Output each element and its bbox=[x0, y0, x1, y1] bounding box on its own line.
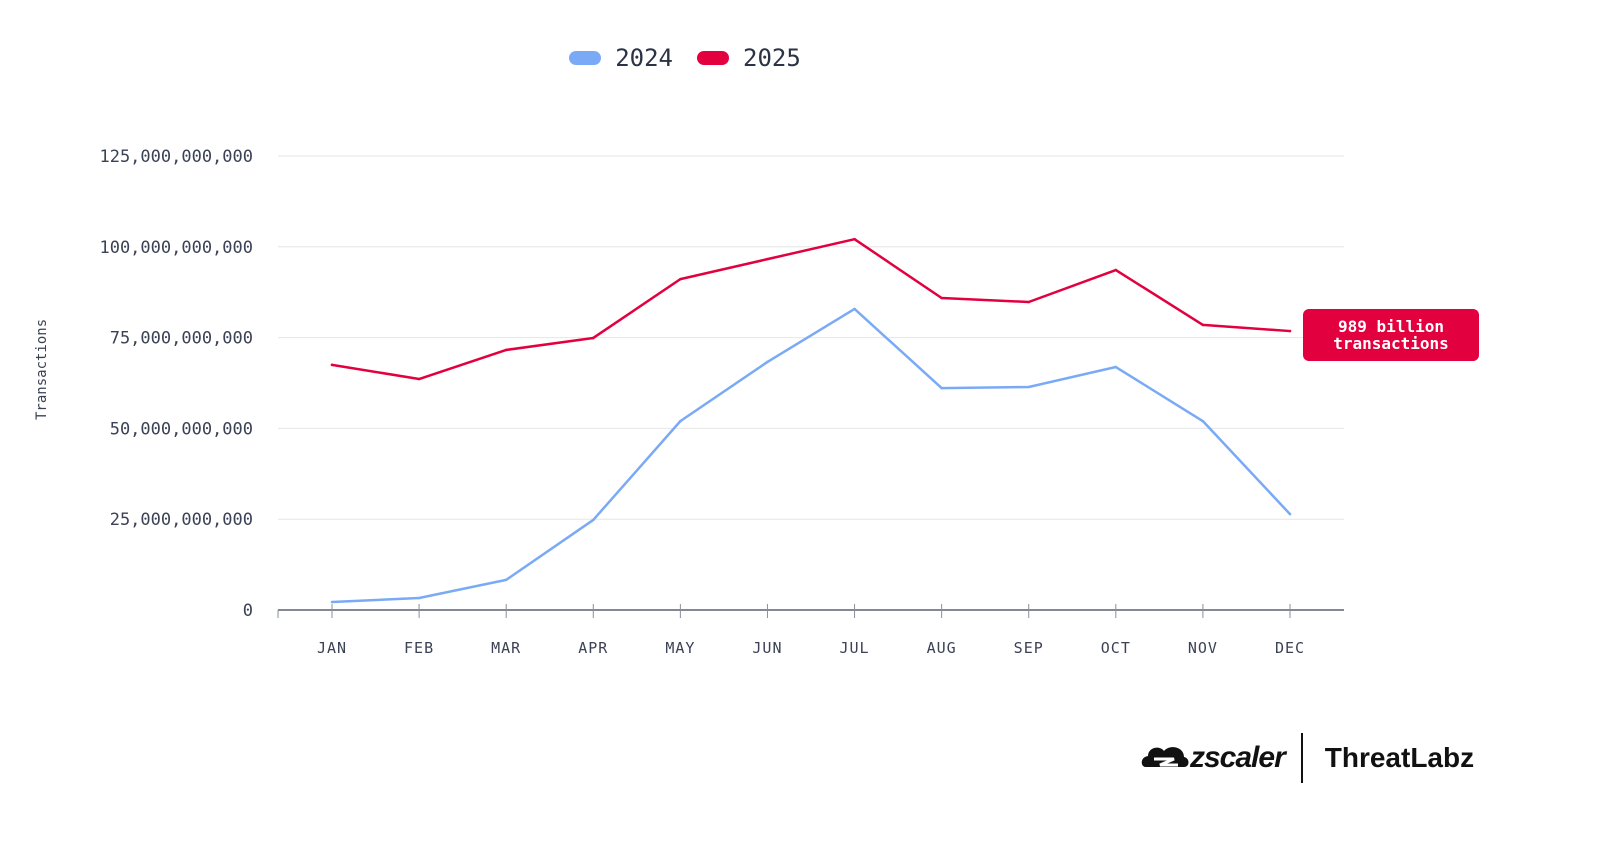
y-tick-label: 0 bbox=[243, 601, 253, 621]
data-point-2025 bbox=[591, 336, 595, 340]
legend: 2024 2025 bbox=[0, 44, 1370, 72]
x-tick-label: JAN bbox=[317, 639, 347, 657]
y-tick-label: 125,000,000,000 bbox=[99, 147, 253, 167]
zscaler-cloud-icon bbox=[1141, 747, 1189, 767]
data-point-2025 bbox=[330, 363, 334, 367]
data-point-2024 bbox=[853, 307, 856, 311]
data-point-2025 bbox=[766, 257, 769, 261]
data-point-2025 bbox=[1027, 300, 1031, 304]
data-point-2024 bbox=[1114, 365, 1118, 369]
legend-label: 2025 bbox=[743, 44, 801, 72]
data-point-2024 bbox=[504, 578, 508, 582]
data-point-2025 bbox=[1114, 268, 1118, 272]
data-point-2025 bbox=[1201, 323, 1205, 327]
y-tick-label: 50,000,000,000 bbox=[110, 419, 253, 439]
data-point-2025 bbox=[940, 296, 943, 300]
data-point-2025 bbox=[853, 237, 856, 241]
annotation-line1: 989 billion bbox=[1338, 317, 1444, 336]
legend-swatch-2025 bbox=[697, 51, 729, 65]
annotation-line2: transactions bbox=[1333, 334, 1449, 353]
data-point-2025 bbox=[417, 377, 421, 381]
x-tick-label: MAY bbox=[665, 639, 695, 657]
data-point-2024 bbox=[766, 360, 769, 364]
threatlabz-logo: ThreatLabz bbox=[1324, 742, 1475, 773]
data-point-2024 bbox=[1027, 385, 1031, 389]
x-tick-label: NOV bbox=[1188, 639, 1218, 657]
data-point-2025 bbox=[679, 277, 682, 281]
x-tick-label: MAR bbox=[491, 639, 521, 657]
data-point-2024 bbox=[940, 386, 943, 390]
y-tick-label: 100,000,000,000 bbox=[99, 238, 253, 258]
x-tick-label: APR bbox=[578, 639, 608, 657]
x-tick-label: OCT bbox=[1101, 639, 1131, 657]
x-tick-label: AUG bbox=[927, 639, 957, 657]
data-point-2024 bbox=[679, 419, 682, 423]
data-point-2024 bbox=[417, 596, 421, 600]
data-point-2024 bbox=[1288, 512, 1292, 516]
data-point-2025 bbox=[1288, 329, 1292, 333]
zscaler-logo: zscaler bbox=[1190, 741, 1286, 774]
x-tick-label: JUL bbox=[839, 639, 869, 657]
data-point-2025 bbox=[504, 348, 508, 352]
data-point-2024 bbox=[591, 518, 595, 522]
data-point-2024 bbox=[330, 600, 334, 604]
logo-divider bbox=[1300, 733, 1303, 783]
annotation-callout: 989 billion transactions bbox=[1303, 309, 1479, 361]
brand-logos: zscaler ThreatLabz bbox=[1140, 732, 1474, 784]
x-tick-label: JUN bbox=[752, 639, 782, 657]
series-line-2025 bbox=[331, 237, 1291, 381]
legend-label: 2024 bbox=[615, 44, 673, 72]
x-tick-label: DEC bbox=[1275, 639, 1305, 657]
legend-item-2024: 2024 bbox=[569, 44, 673, 72]
y-tick-label: 25,000,000,000 bbox=[110, 510, 253, 530]
legend-item-2025: 2025 bbox=[697, 44, 801, 72]
y-tick-label: 75,000,000,000 bbox=[110, 329, 253, 349]
x-tick-label: SEP bbox=[1014, 639, 1044, 657]
data-point-2024 bbox=[1201, 419, 1205, 423]
x-tick-label: FEB bbox=[404, 639, 434, 657]
legend-swatch-2024 bbox=[569, 51, 602, 65]
series-line-2024 bbox=[331, 307, 1291, 604]
